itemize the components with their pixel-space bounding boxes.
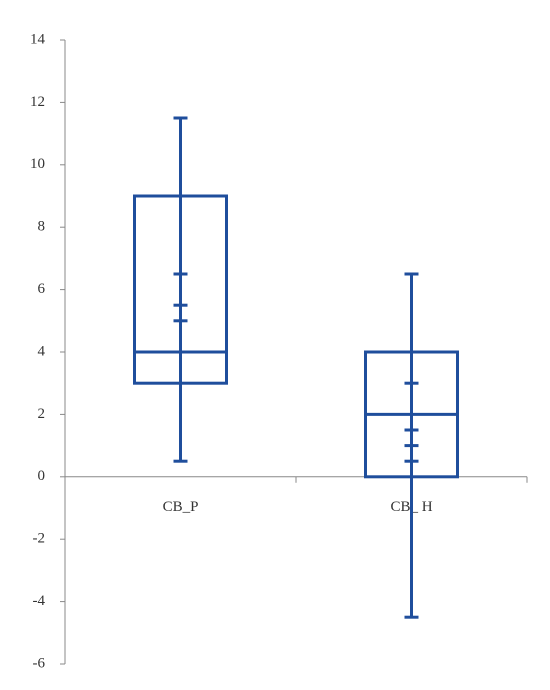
y-tick-label: 2	[38, 406, 46, 422]
y-tick-label: -2	[33, 531, 46, 547]
y-tick-label: 6	[38, 281, 46, 297]
y-tick-label: 0	[38, 468, 46, 484]
y-tick-label: -4	[33, 593, 46, 609]
x-tick-label: CB_P	[163, 499, 199, 515]
y-tick-label: -6	[33, 655, 46, 671]
box	[133, 194, 228, 385]
y-tick-label: 8	[38, 219, 46, 235]
y-tick-label: 12	[30, 94, 45, 110]
y-tick-label: 10	[30, 156, 45, 172]
y-tick-label: 14	[30, 31, 46, 47]
y-tick-label: 4	[38, 343, 46, 359]
